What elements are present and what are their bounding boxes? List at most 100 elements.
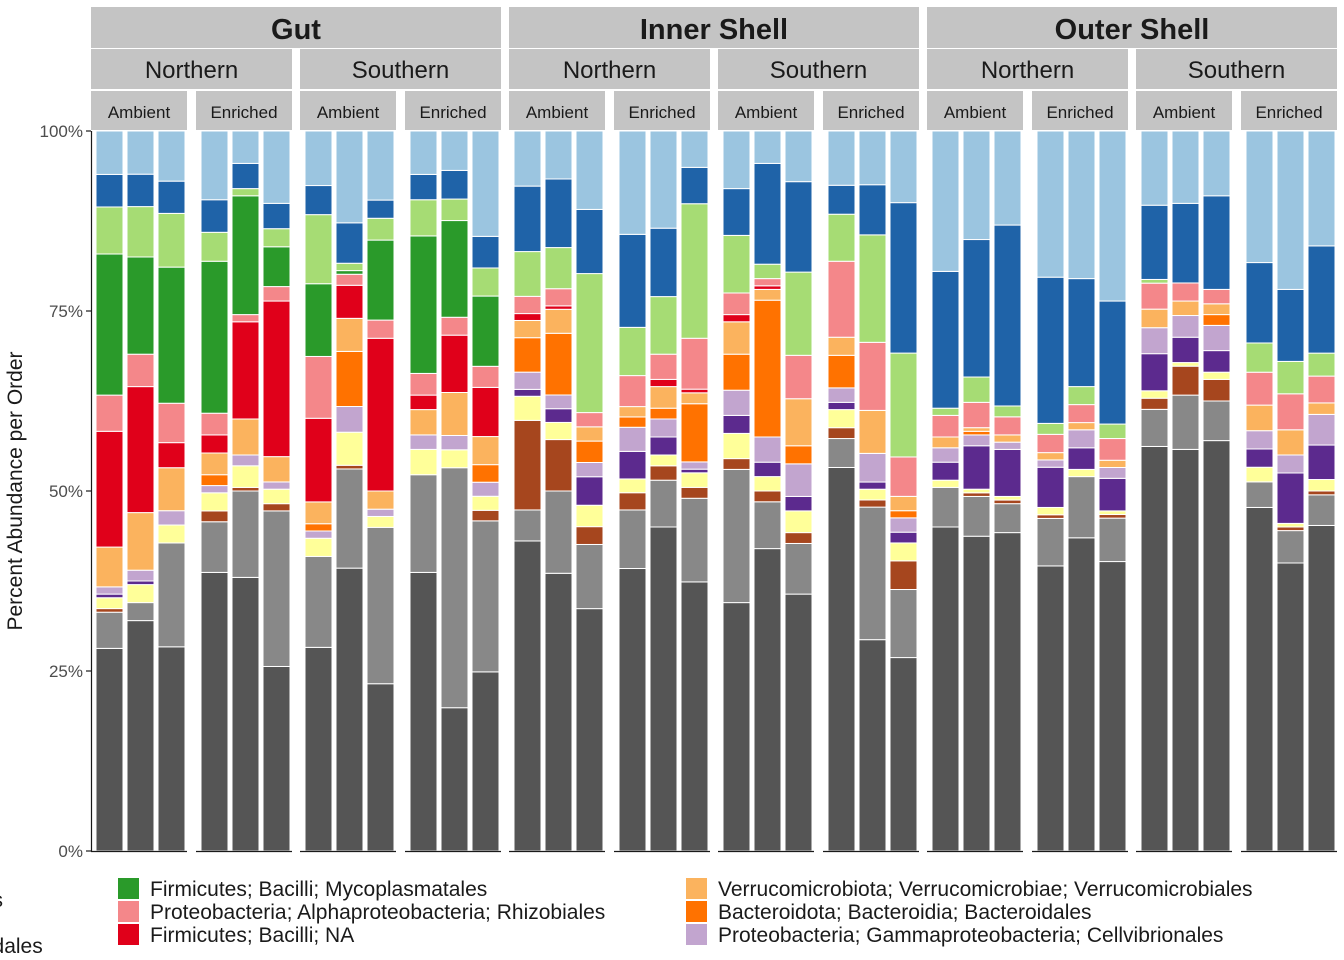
bar-segment xyxy=(262,665,291,852)
bar-segment xyxy=(1307,130,1336,247)
bar-segment xyxy=(513,419,542,511)
bar-segment xyxy=(680,388,709,394)
bar-segment xyxy=(471,464,500,483)
bar-segment xyxy=(962,401,991,429)
bar-segment xyxy=(931,130,960,272)
bar-segment xyxy=(1098,438,1127,461)
bar-segment xyxy=(231,576,260,852)
bar-segment xyxy=(1098,514,1127,519)
bar-segment xyxy=(827,438,856,468)
bar-segment xyxy=(722,458,751,470)
bar-segment xyxy=(784,542,813,595)
bar-segment xyxy=(858,452,887,483)
bar-segment xyxy=(157,646,186,852)
bar-segment xyxy=(1245,448,1274,468)
bar-segment xyxy=(993,499,1022,505)
bar-segment xyxy=(304,523,333,532)
bar-segment xyxy=(649,386,678,409)
bar-segment xyxy=(366,217,395,241)
bar-segment xyxy=(366,526,395,685)
bar-segment xyxy=(126,512,155,571)
bar-segment xyxy=(1307,479,1336,492)
bar-segment xyxy=(440,130,469,171)
bar-segment xyxy=(575,440,604,463)
legend-swatch xyxy=(686,878,707,899)
bar-segment xyxy=(993,434,1022,443)
bar-segment xyxy=(366,337,395,492)
bar-segment xyxy=(722,389,751,416)
bar-segment xyxy=(618,130,647,235)
bar-segment xyxy=(827,354,856,389)
bar-segment xyxy=(304,555,333,648)
bar-segment xyxy=(827,260,856,338)
bar-segment xyxy=(335,406,364,433)
facet-label-mid: Southern xyxy=(352,57,449,84)
bar-segment xyxy=(1067,468,1096,478)
bar-segment xyxy=(1067,404,1096,424)
bar-segment xyxy=(931,270,960,409)
bar-segment xyxy=(304,501,333,525)
stacked-bar xyxy=(544,130,573,852)
bar-segment xyxy=(753,288,782,301)
bar-segment xyxy=(231,418,260,456)
stacked-bar xyxy=(889,130,918,852)
y-tick-label: 100% xyxy=(40,122,83,141)
bar-segment xyxy=(753,162,782,265)
legend-label: Verrucomicrobiota; Verrucomicrobiae; Ver… xyxy=(718,878,1253,901)
bar-segment xyxy=(157,510,186,526)
stacked-bar xyxy=(784,130,813,852)
bar-segment xyxy=(1036,506,1065,516)
bar-segment xyxy=(1098,466,1127,479)
bar-segment xyxy=(544,178,573,249)
bar-segment xyxy=(409,448,438,476)
bar-segment xyxy=(1140,282,1169,310)
bar-segment xyxy=(680,472,709,488)
stacked-bar xyxy=(1276,130,1305,852)
bar-segment xyxy=(993,224,1022,407)
facet-label-bottom: Ambient xyxy=(317,103,380,122)
bar-segment xyxy=(649,227,678,298)
bar-segment xyxy=(200,571,229,852)
stacked-bar xyxy=(1307,130,1336,852)
bar-segment xyxy=(1276,454,1305,474)
bar-segment xyxy=(1202,378,1231,402)
bar-segment xyxy=(471,386,500,438)
bar-segment xyxy=(513,319,542,339)
facet-label-mid: Northern xyxy=(563,57,656,84)
facet-label-mid: Northern xyxy=(981,57,1074,84)
bar-segment xyxy=(858,639,887,852)
facet-label-mid: Southern xyxy=(1188,57,1285,84)
stacked-bar xyxy=(858,130,887,852)
bar-segment xyxy=(409,130,438,175)
legend-swatch xyxy=(686,924,707,945)
axes-layer: 0% 25% 50% 75% 100% xyxy=(40,122,1337,861)
bar-segment xyxy=(231,454,260,467)
bar-segment xyxy=(126,173,155,208)
bar-segment xyxy=(440,449,469,469)
stacked-bar xyxy=(440,130,469,852)
bar-segment xyxy=(680,468,709,474)
stacked-bar xyxy=(827,130,856,852)
bar-segment xyxy=(1307,245,1336,354)
bar-segment xyxy=(513,388,542,397)
bar-segment xyxy=(304,646,333,852)
bar-segment xyxy=(1098,423,1127,440)
bar-segment xyxy=(262,503,291,512)
bar-segment xyxy=(1307,494,1336,526)
bar-segment xyxy=(618,509,647,570)
legend-item: Bacteroidota; Bacteroidia; Bacteroidales xyxy=(686,901,1092,924)
bar-segment xyxy=(784,181,813,273)
bar-segment xyxy=(335,270,364,275)
bar-segment xyxy=(1067,447,1096,470)
bar-segment xyxy=(680,461,709,470)
bar-segment xyxy=(575,543,604,610)
bar-segment xyxy=(1140,353,1169,392)
bar-segment xyxy=(1276,472,1305,524)
bar-segment xyxy=(335,468,364,569)
facet-label-bottom: Enriched xyxy=(210,103,277,122)
bar-segment xyxy=(200,474,229,487)
facet-label-bottom: Ambient xyxy=(735,103,798,122)
bar-segment xyxy=(784,463,813,497)
bar-segment xyxy=(575,476,604,506)
bar-segment xyxy=(1276,562,1305,852)
